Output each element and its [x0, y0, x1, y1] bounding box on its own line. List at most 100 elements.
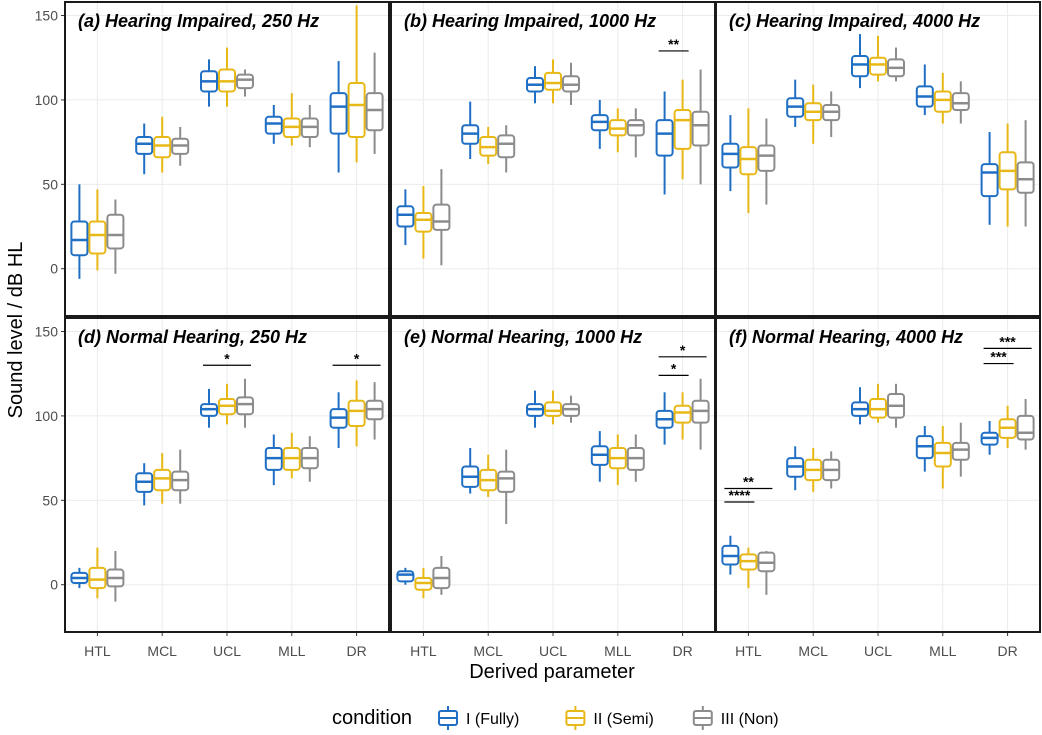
- box-ucl-series-3: [562, 62, 580, 105]
- panel-border: [715, 1, 1041, 317]
- box-mll-series-1: [264, 104, 283, 144]
- box-ucl-series-3: [236, 378, 254, 428]
- x-tick-label: MLL: [278, 643, 305, 659]
- box-mcl-series-3: [171, 126, 190, 166]
- box-mll-series-3: [300, 436, 319, 482]
- box-dr-series-2: [673, 79, 692, 180]
- box-ucl-series-3: [562, 395, 580, 423]
- box-iqr: [739, 146, 758, 176]
- box-iqr: [153, 136, 172, 159]
- box-ucl-series-1: [526, 390, 544, 428]
- box-ucl-series-3: [887, 383, 905, 428]
- panel-border: [64, 317, 390, 633]
- legend: condition I (Fully) II (Semi) III (Non): [332, 706, 779, 730]
- box-iqr: [851, 55, 869, 78]
- panel-5: HTL MCL UCL MLL DR ** (e) Normal Hearing, 1000…: [390, 317, 716, 659]
- x-tick-label: MLL: [929, 643, 956, 659]
- box-iqr: [347, 399, 366, 428]
- panel-2: ** (b) Hearing Impaired, 1000 Hz: [390, 1, 716, 317]
- box-iqr: [153, 468, 172, 492]
- significance-label: ***: [999, 333, 1016, 349]
- box-mll-series-3: [951, 422, 970, 477]
- box-mll-series-3: [300, 104, 319, 148]
- box-ucl-series-1: [851, 34, 869, 89]
- box-iqr: [757, 144, 776, 172]
- box-iqr: [933, 441, 952, 468]
- box-htl-series-1: [721, 535, 740, 575]
- box-dr-series-3: [1016, 120, 1035, 227]
- x-tick-label: DR: [346, 643, 366, 659]
- legend-entry-2: II (Semi): [565, 706, 654, 730]
- panel-title: (e) Normal Hearing, 1000 Hz: [404, 327, 642, 347]
- box-mcl-series-2: [479, 126, 498, 165]
- box-iqr: [497, 134, 516, 159]
- box-mcl-series-3: [822, 451, 841, 489]
- panel-1: 0 50 100 150 (a) Hearing Impaired, 250 Hz: [35, 1, 390, 317]
- x-tick-label: UCL: [539, 643, 567, 659]
- box-ucl-series-1: [851, 387, 869, 425]
- box-dr-series-2: [998, 405, 1017, 448]
- significance-label: ***: [990, 349, 1007, 365]
- x-tick-label: UCL: [213, 643, 241, 659]
- box-htl-series-3: [106, 550, 125, 602]
- significance-label: *: [354, 350, 360, 366]
- x-tick-label: HTL: [84, 643, 111, 659]
- box-iqr: [951, 441, 970, 461]
- y-tick-label: 150: [35, 8, 59, 24]
- x-tick-label: DR: [997, 643, 1017, 659]
- box-mll-series-2: [933, 426, 952, 489]
- legend-entry-3: III (Non): [692, 706, 779, 730]
- box-mcl-series-3: [171, 449, 190, 504]
- y-tick-label: 100: [35, 92, 59, 108]
- box-ucl-series-2: [544, 59, 562, 104]
- box-iqr: [1016, 414, 1035, 441]
- box-htl-series-2: [88, 189, 107, 271]
- box-mcl-series-1: [135, 463, 154, 506]
- box-iqr: [70, 220, 89, 257]
- legend-title: condition: [332, 707, 412, 729]
- y-tick-label: 50: [42, 492, 58, 508]
- box-mll-series-2: [608, 434, 627, 486]
- significance-label: **: [668, 36, 679, 52]
- box-iqr: [396, 570, 415, 583]
- box-dr-series-3: [365, 382, 384, 440]
- box-iqr: [236, 396, 254, 416]
- box-htl-series-1: [70, 567, 89, 589]
- box-htl-series-1: [396, 189, 415, 246]
- box-dr-series-2: [998, 123, 1017, 227]
- y-axis-title: Sound level / dB HL: [5, 242, 27, 419]
- box-ucl-series-1: [526, 66, 544, 104]
- x-tick-label: HTL: [410, 643, 437, 659]
- box-mcl-series-1: [786, 79, 805, 127]
- box-mcl-series-3: [497, 125, 516, 173]
- box-mcl-series-3: [822, 91, 841, 138]
- y-tick-label: 0: [50, 577, 58, 593]
- box-dr-series-3: [1016, 399, 1035, 450]
- box-ucl-series-3: [236, 69, 254, 97]
- box-dr-series-1: [329, 61, 348, 173]
- box-iqr: [347, 82, 366, 139]
- box-iqr: [88, 566, 107, 590]
- box-dr-series-2: [673, 392, 692, 440]
- box-mcl-series-2: [804, 447, 823, 492]
- box-mcl-series-3: [497, 449, 516, 524]
- y-tick-label: 150: [35, 324, 59, 340]
- box-iqr: [396, 205, 415, 228]
- box-htl-series-2: [414, 186, 433, 259]
- box-mll-series-3: [951, 81, 970, 124]
- legend-entry-1: I (Fully): [438, 706, 519, 730]
- legend-label: III (Non): [721, 711, 779, 728]
- legend-label: II (Semi): [593, 711, 653, 728]
- box-dr-series-2: [347, 5, 366, 163]
- x-tick-label: UCL: [864, 643, 892, 659]
- box-iqr: [1016, 161, 1035, 194]
- box-iqr: [951, 92, 970, 112]
- box-mll-series-2: [933, 72, 952, 124]
- box-ucl-series-2: [544, 390, 562, 425]
- box-ucl-series-2: [218, 383, 236, 425]
- legend-label: I (Fully): [466, 711, 519, 728]
- x-axis-title: Derived parameter: [469, 661, 635, 683]
- box-iqr: [626, 119, 645, 137]
- box-iqr: [933, 90, 952, 113]
- panel-border: [64, 1, 390, 317]
